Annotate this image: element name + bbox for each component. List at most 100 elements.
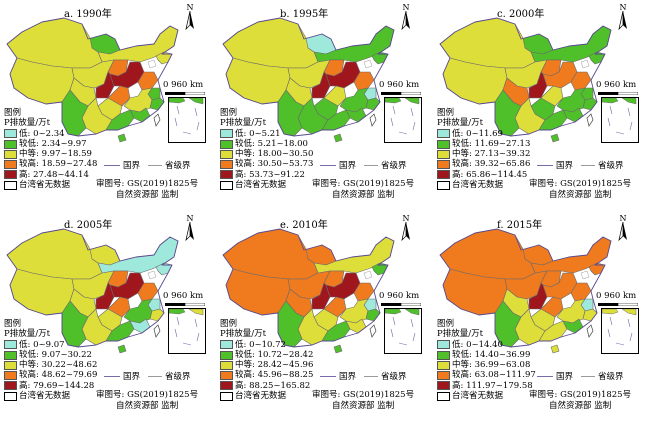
legend-swatch [220, 350, 233, 360]
legend-label: 中等: 27.13~39.32 [452, 149, 531, 160]
hainan-region [117, 133, 127, 143]
provincial-boundary-line [364, 375, 379, 377]
legend-label: 高: 79.69~144.28 [19, 380, 95, 391]
inset-map [168, 308, 204, 346]
legend-label: 低: 0~9.07 [19, 339, 65, 350]
inset-coast [601, 308, 619, 315]
scale-bar-group: 0 960 km [379, 291, 423, 307]
national-boundary-label: 国界 [123, 372, 141, 382]
map-panel-f: f. 2015年 N 0 960 km 图例 P排放量/万t 低: 0~14.40 较低: … [435, 213, 645, 418]
scale-bar-group: 0 960 km [596, 291, 640, 307]
legend-label: 台湾省无数据 [19, 180, 71, 191]
panel-title: b. 1995年 [280, 9, 329, 20]
legend-swatch [4, 371, 17, 381]
scale-segment [598, 92, 618, 95]
legend-label: 台湾省无数据 [235, 391, 287, 402]
map-credit: 审图号: GS(2019)1825号 自然资源部 监制 [529, 390, 631, 411]
map-panel-b: b. 1995年 N 0 960 km 图例 P排放量/万t 低: 0~5.21 较低: 5… [218, 2, 428, 207]
legend-unit: P排放量/万t [4, 118, 50, 129]
north-arrow-half [401, 10, 407, 31]
provincial-boundary-line [581, 164, 596, 166]
legend-swatch [437, 360, 450, 370]
legend-item: 中等: 18.00~30.50 [220, 149, 313, 159]
panel-title: a. 1990年 [64, 9, 112, 20]
legend: 图例 P排放量/万t 低: 0~11.69 较低: 11.69~27.13 中等: 27… [437, 108, 530, 190]
choropleth-map [222, 17, 395, 143]
legend-item: 低: 0~14.40 [437, 340, 536, 350]
inset-coast [188, 308, 204, 316]
north-arrow-half [618, 221, 624, 242]
legend-label: 较低: 5.21~18.00 [235, 138, 308, 149]
legend-title: 图例 [437, 108, 455, 118]
legend-item-no-data: 台湾省无数据 [437, 391, 536, 401]
national-boundary-line [104, 164, 120, 166]
north-arrow-half [401, 221, 407, 242]
legend-label: 高: 88.25~165.82 [235, 380, 311, 391]
province-region [582, 308, 598, 322]
legend-swatch [4, 149, 17, 159]
legend-swatch [437, 391, 450, 401]
hainan-region [550, 344, 560, 354]
inset-map [168, 97, 204, 135]
legend-label: 低: 0~10.72 [235, 339, 286, 350]
north-arrow-icon: N [618, 3, 627, 31]
legend-item: 较低: 5.21~18.00 [220, 139, 313, 149]
panel-title: d. 2005年 [64, 220, 113, 231]
north-arrow-half [190, 222, 194, 240]
inset-coast [601, 97, 619, 104]
north-arrow-half [623, 222, 627, 240]
hainan-region [117, 344, 127, 354]
province-region [149, 97, 165, 111]
scale-bar [165, 92, 205, 95]
legend-title: 图例 [437, 319, 455, 329]
credit-line-1: 审图号: GS(2019)1825号 [529, 179, 632, 189]
legend-swatch [437, 371, 450, 381]
legend-label: 低: 0~11.69 [452, 128, 503, 139]
inset-dash-line [607, 316, 633, 346]
legend-label: 较低: 2.34~9.97 [19, 138, 87, 149]
north-label: N [620, 3, 627, 12]
credit-line-2: 自然资源部 监制 [549, 189, 612, 200]
scale-segment [400, 303, 421, 306]
national-boundary-label: 国界 [339, 372, 357, 382]
national-boundary [222, 17, 395, 137]
legend: 图例 P排放量/万t 低: 0~2.34 较低: 2.34~9.97 中等: 9.97~… [4, 108, 97, 190]
legend-label: 台湾省无数据 [452, 391, 504, 402]
inset-dash-line [174, 316, 200, 346]
legend-item: 高: 27.48~44.14 [4, 170, 97, 180]
legend-item-no-data: 台湾省无数据 [220, 180, 313, 190]
map-credit: 审图号: GS(2019)1825号 自然资源部 监制 [312, 390, 414, 411]
north-arrow-icon: N [618, 214, 627, 242]
legend-item: 较高: 39.32~65.86 [437, 159, 530, 169]
scale-label: 0 960 km [596, 291, 637, 301]
legend-swatch [220, 149, 233, 159]
inset-coast [404, 97, 420, 105]
inset-map [384, 308, 420, 346]
national-boundary [6, 17, 179, 137]
choropleth-map [6, 228, 179, 354]
legend-item: 较高: 30.50~53.73 [220, 159, 313, 169]
legend-label: 高: 111.97~179.58 [452, 380, 533, 391]
legend-swatch [220, 139, 233, 149]
legend: 图例 P排放量/万t 低: 0~14.40 较低: 14.40~36.99 中等: 36… [437, 319, 536, 401]
scale-bar [598, 303, 638, 306]
legend: 图例 P排放量/万t 低: 0~9.07 较低: 9.07~30.22 中等: 30.2… [4, 319, 97, 401]
provincial-boundary-line [148, 375, 163, 377]
legend-item: 高: 79.69~144.28 [4, 381, 97, 391]
legend-label: 较低: 10.72~28.42 [235, 349, 314, 360]
legend-item: 中等: 9.97~18.59 [4, 149, 97, 159]
taiwan-no-data [369, 113, 377, 127]
inset-coast [188, 97, 204, 105]
boundary-legend: 国界 省级界 [104, 159, 191, 171]
scale-bar-group: 0 960 km [379, 80, 423, 96]
choropleth-map [222, 228, 395, 354]
north-arrow-half [618, 10, 624, 31]
south-china-sea-inset [384, 308, 422, 354]
south-china-sea-inset [384, 97, 422, 143]
legend: 图例 P排放量/万t 低: 0~10.72 较低: 10.72~28.42 中等: 28… [220, 319, 313, 401]
credit-line-2: 自然资源部 监制 [332, 400, 395, 411]
south-china-sea-inset [601, 97, 639, 143]
north-arrow-half [406, 222, 410, 240]
map-panel-c: c. 2000年 N 0 960 km 图例 P排放量/万t 低: 0~11.69 较低: … [435, 2, 645, 207]
legend-swatch [4, 180, 17, 190]
